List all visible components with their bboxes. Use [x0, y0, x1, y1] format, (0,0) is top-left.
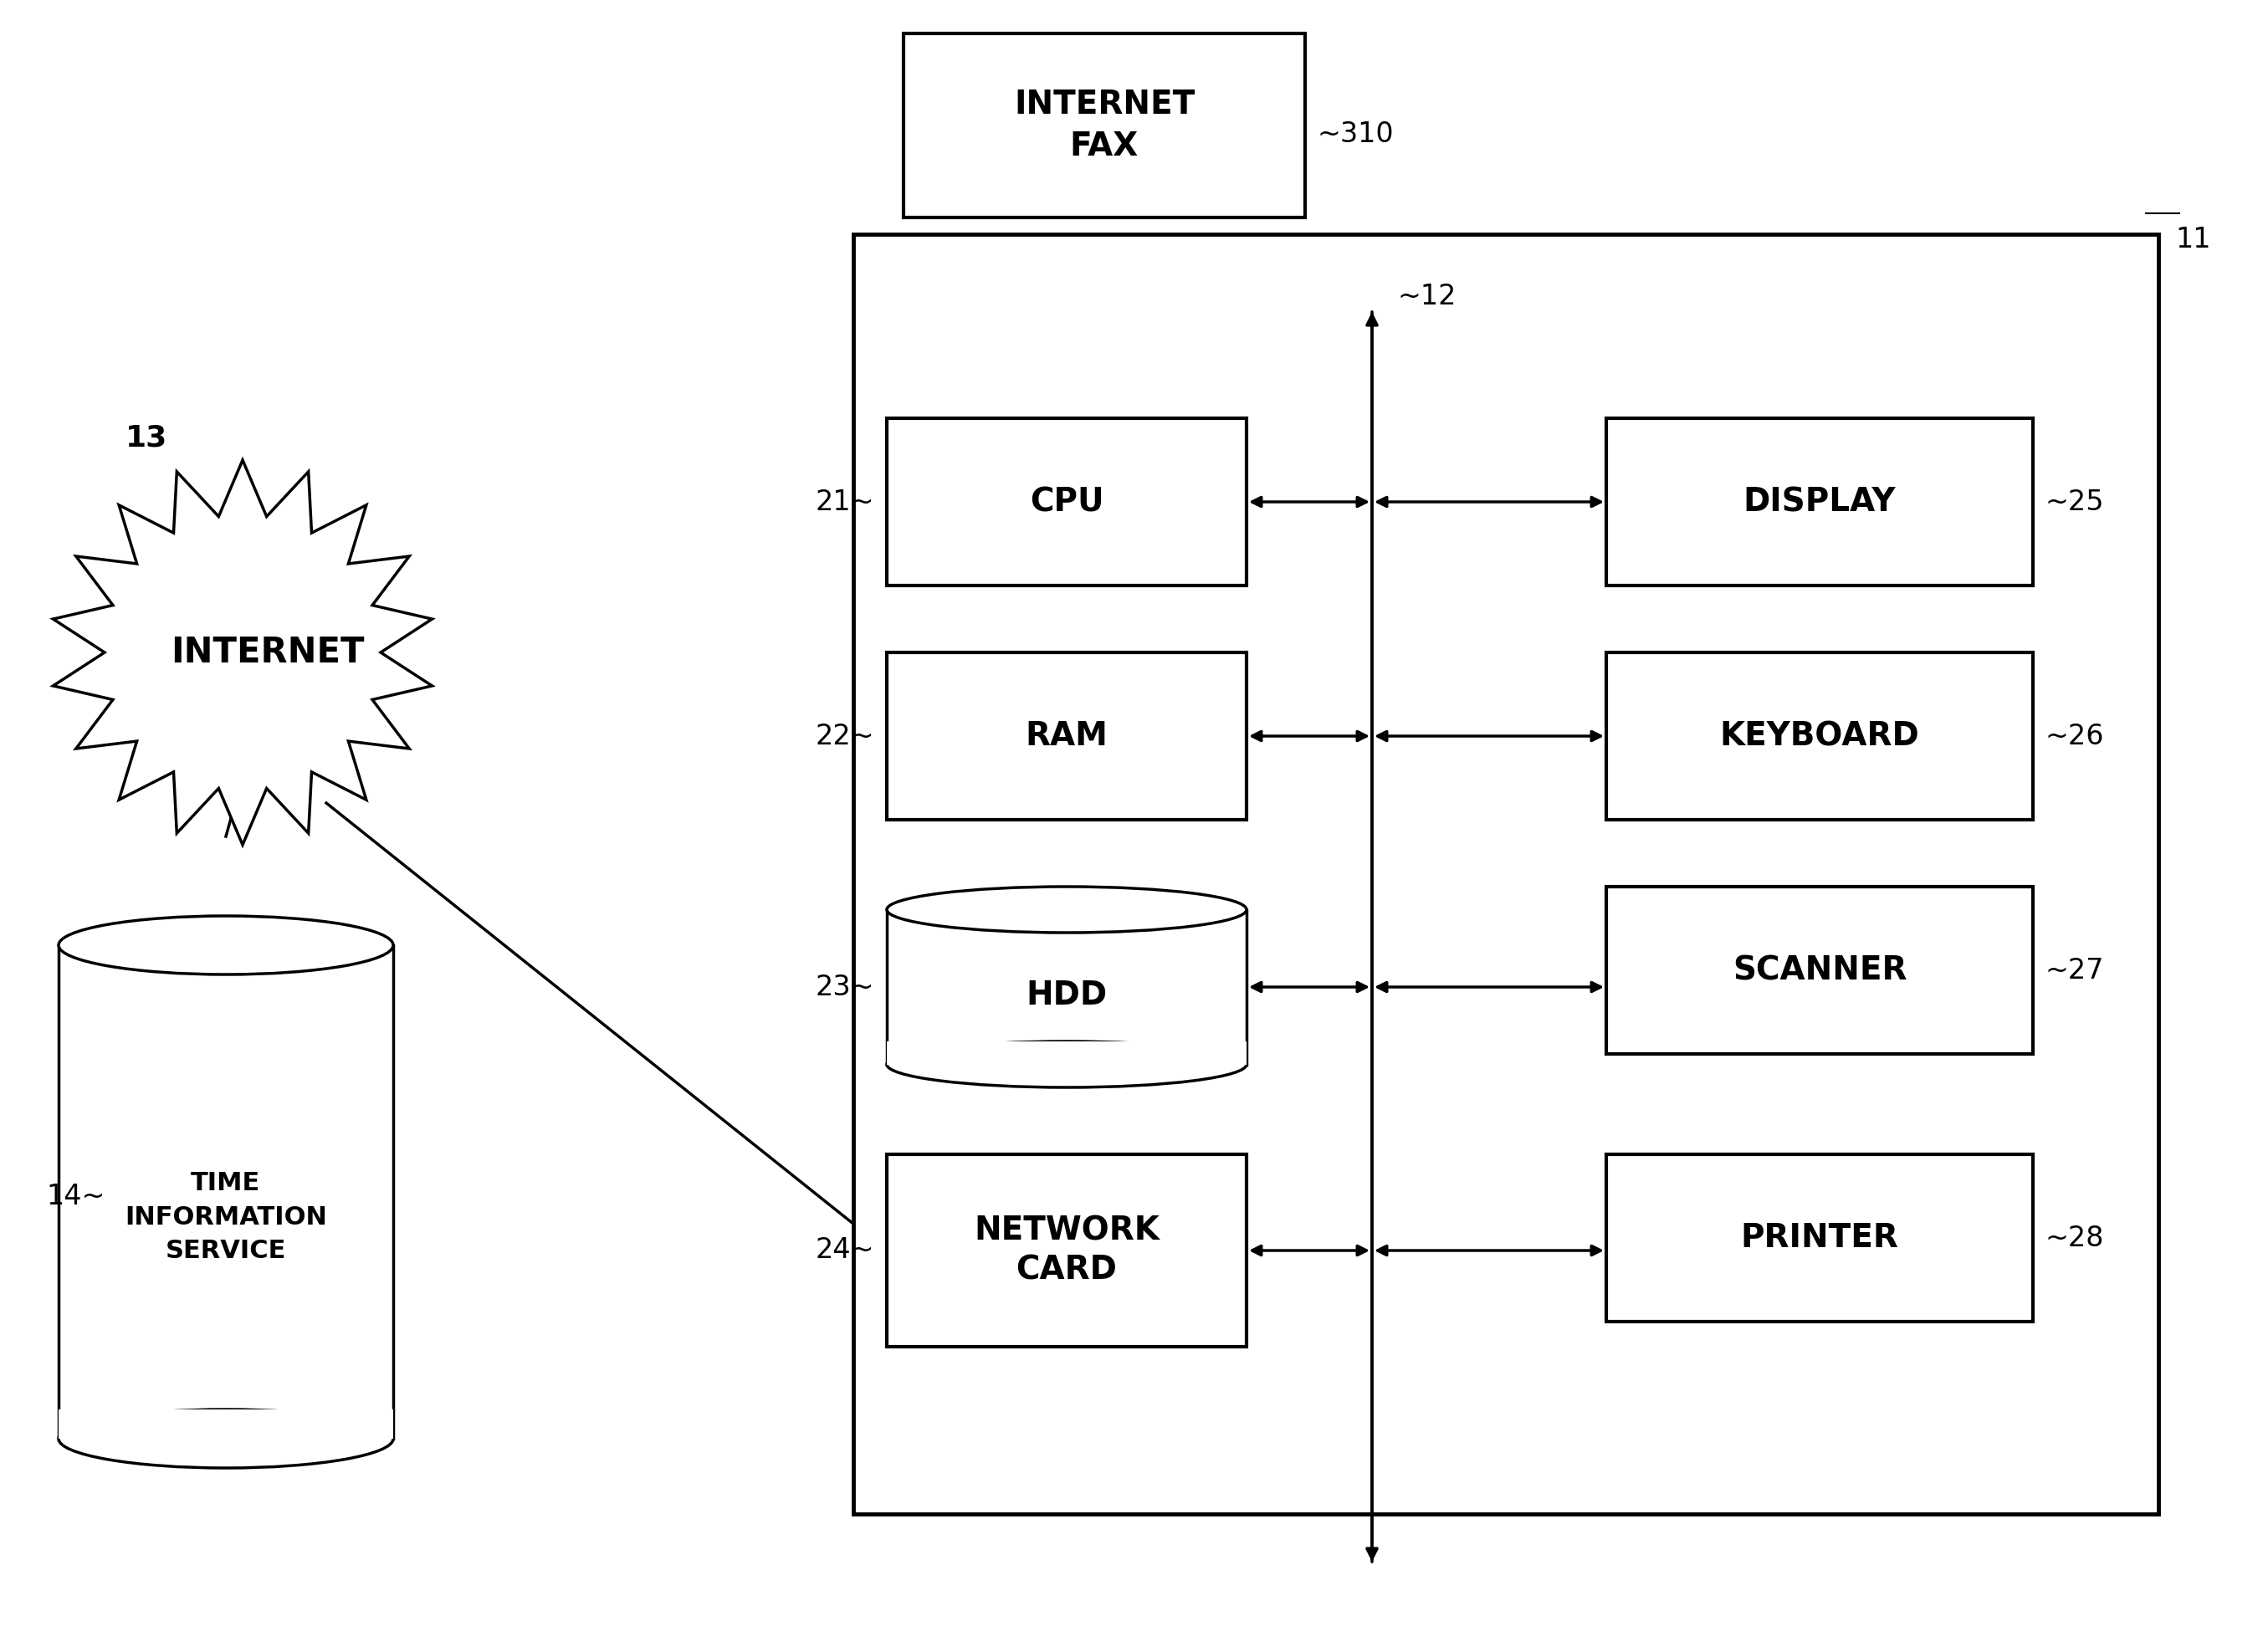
Bar: [887, 1155, 1247, 1346]
Bar: [59, 1409, 394, 1439]
Bar: [887, 910, 1247, 1064]
Bar: [853, 235, 2159, 1513]
Text: TIME
INFORMATION
SERVICE: TIME INFORMATION SERVICE: [124, 1171, 328, 1264]
Text: ~28: ~28: [2046, 1224, 2105, 1252]
Text: 23~: 23~: [815, 973, 874, 1001]
Text: NETWORK
CARD: NETWORK CARD: [973, 1214, 1159, 1285]
Bar: [1607, 653, 2032, 819]
Text: 24~: 24~: [815, 1237, 874, 1264]
Text: INTERNET
FAX: INTERNET FAX: [1014, 89, 1195, 162]
Bar: [887, 653, 1247, 819]
Text: KEYBOARD: KEYBOARD: [1720, 720, 1919, 752]
Text: RAM: RAM: [1025, 720, 1109, 752]
Text: ~12: ~12: [1396, 282, 1455, 311]
Bar: [1607, 887, 2032, 1054]
Ellipse shape: [887, 887, 1247, 933]
Bar: [887, 418, 1247, 585]
Text: ~310: ~310: [1317, 121, 1394, 147]
Bar: [903, 33, 1306, 218]
Bar: [1607, 418, 2032, 585]
Text: INTERNET: INTERNET: [172, 634, 364, 671]
Ellipse shape: [59, 915, 394, 975]
Text: ~26: ~26: [2046, 722, 2105, 750]
Bar: [1607, 1155, 2032, 1322]
Text: 11: 11: [2175, 226, 2211, 253]
Ellipse shape: [887, 1041, 1247, 1087]
Text: SCANNER: SCANNER: [1733, 955, 1908, 986]
Text: ~25: ~25: [2046, 487, 2105, 515]
Text: CPU: CPU: [1030, 486, 1104, 517]
Text: PRINTER: PRINTER: [1740, 1222, 1899, 1254]
Polygon shape: [52, 459, 432, 844]
Text: 13: 13: [124, 423, 167, 451]
Text: 14~: 14~: [45, 1183, 104, 1209]
Text: 22~: 22~: [815, 722, 874, 750]
Text: HDD: HDD: [1025, 980, 1107, 1011]
Ellipse shape: [59, 1409, 394, 1469]
Text: ~27: ~27: [2046, 957, 2105, 985]
Bar: [59, 945, 394, 1439]
Text: 21~: 21~: [815, 487, 874, 515]
Bar: [887, 1041, 1247, 1064]
Text: DISPLAY: DISPLAY: [1743, 486, 1896, 517]
